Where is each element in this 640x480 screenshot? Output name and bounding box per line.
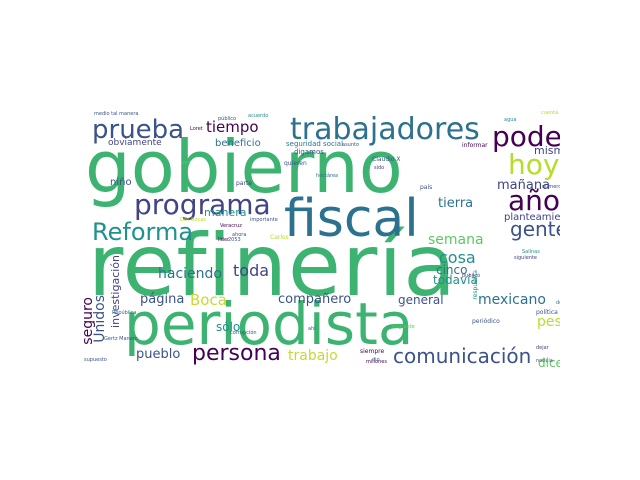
word-prueba: prueba	[92, 115, 185, 145]
word-haciendo: haciendo	[158, 266, 222, 282]
word-dio: dio	[372, 357, 380, 363]
word-tierra: tierra	[438, 196, 474, 211]
word-obviamente: obviamente	[108, 138, 162, 148]
word-ahora: ahora	[232, 232, 247, 238]
word-acuerdo: acuerdo	[248, 113, 269, 119]
word-programa: programa	[134, 188, 271, 221]
word-sido: sido	[374, 165, 385, 171]
word-dejar: dejar	[536, 345, 549, 351]
word-seguro: seguro	[80, 297, 96, 345]
word-claudio-x: Claudio X	[372, 156, 401, 163]
word-boca: Boca	[190, 291, 227, 309]
word-cloud: refinería gobierno periodista fiscal tra…	[80, 105, 560, 370]
word-semana: semana	[428, 232, 484, 248]
word-agua: agua	[504, 117, 517, 123]
word-loret: Loret	[190, 126, 203, 132]
word-numero: número	[542, 184, 560, 190]
word-pagina: página	[140, 292, 185, 307]
word-lider: líder	[218, 237, 230, 243]
word-dos-bocas: Dos Bocas	[180, 217, 207, 223]
word-pais: país	[420, 184, 433, 191]
word-anos: años	[508, 184, 560, 217]
word-mismo: mismo	[534, 144, 560, 157]
word-investigacion: investigación	[109, 255, 122, 328]
word-salinas: Salinas	[522, 249, 540, 255]
word-refineria: refinería	[88, 216, 457, 316]
word-persona: persona	[192, 341, 281, 366]
word-periodista: periodista	[124, 290, 414, 358]
word-gobierno: gobierno	[85, 125, 403, 209]
word-gente: gente	[510, 217, 560, 241]
word-planteamiento: planteamiento	[504, 212, 560, 223]
word-publico-verb: publicó	[462, 273, 481, 279]
word-asunto: asunto	[342, 142, 360, 148]
word-migrante: migrante	[392, 324, 415, 330]
word-politica: política	[536, 309, 558, 316]
word-corrupcion: corrupción	[230, 330, 257, 336]
word-gertz-manero: Gertz Manero	[104, 336, 138, 342]
word-quieren: quieren	[284, 160, 307, 167]
word-cosa: cosa	[439, 248, 476, 267]
word-veracruz: Veracruz	[220, 223, 242, 229]
word-trabajo: trabajo	[288, 348, 338, 364]
word-cuenta: cuenta	[541, 110, 559, 116]
word-beneficio: beneficio	[215, 138, 261, 149]
word-digamos: digamos	[294, 148, 324, 156]
word-poder: poder	[492, 120, 560, 153]
word-parte: parte	[236, 180, 252, 187]
word-comunicacion: comunicación	[393, 344, 532, 368]
word-noticia: noticia	[536, 358, 553, 364]
word-carlos: Carlos	[270, 234, 289, 241]
word-cinco: cinco	[436, 263, 468, 277]
word-publico: público	[218, 116, 237, 122]
word-manana: mañana	[497, 178, 551, 193]
word-todavia: todavía	[433, 273, 478, 287]
word-medio-tal-manera: medio tal manera	[94, 111, 139, 117]
word-seguridad-social: seguridad social	[286, 140, 344, 148]
word-general: general	[398, 293, 444, 307]
word-debe: debe	[556, 300, 560, 306]
word-companero: compañero	[278, 292, 352, 307]
word-importante: importante	[250, 217, 278, 223]
word-toda: toda	[233, 261, 270, 280]
word-trabajadores: trabajadores	[290, 112, 480, 147]
word-solo: sólo	[216, 320, 241, 334]
word-siempre: siempre	[360, 348, 385, 355]
word-fiscal: fiscal	[284, 189, 419, 249]
word-republica: República	[112, 310, 137, 316]
word-vez: vez	[182, 160, 191, 166]
word-pueblo: pueblo	[136, 347, 181, 362]
word-hectarea: hectárea	[316, 173, 339, 179]
word-mexicano: mexicano	[478, 292, 546, 308]
word-millones: millones	[366, 359, 387, 365]
word-hoy: hoy	[508, 148, 560, 181]
word-supuesto: supuesto	[84, 357, 107, 363]
word-nino: niño	[110, 177, 132, 188]
word-reforma: Reforma	[92, 218, 194, 246]
word-siguiente: siguiente	[514, 255, 538, 261]
word-2053: 2053	[228, 237, 241, 243]
word-manera: manera	[204, 206, 247, 219]
word-periodico: periódico	[472, 318, 500, 325]
word-ahi: ahí	[308, 326, 316, 332]
word-informar: informar	[462, 142, 488, 149]
word-peso: peso	[537, 314, 560, 330]
word-tiempo: tiempo	[206, 118, 259, 136]
